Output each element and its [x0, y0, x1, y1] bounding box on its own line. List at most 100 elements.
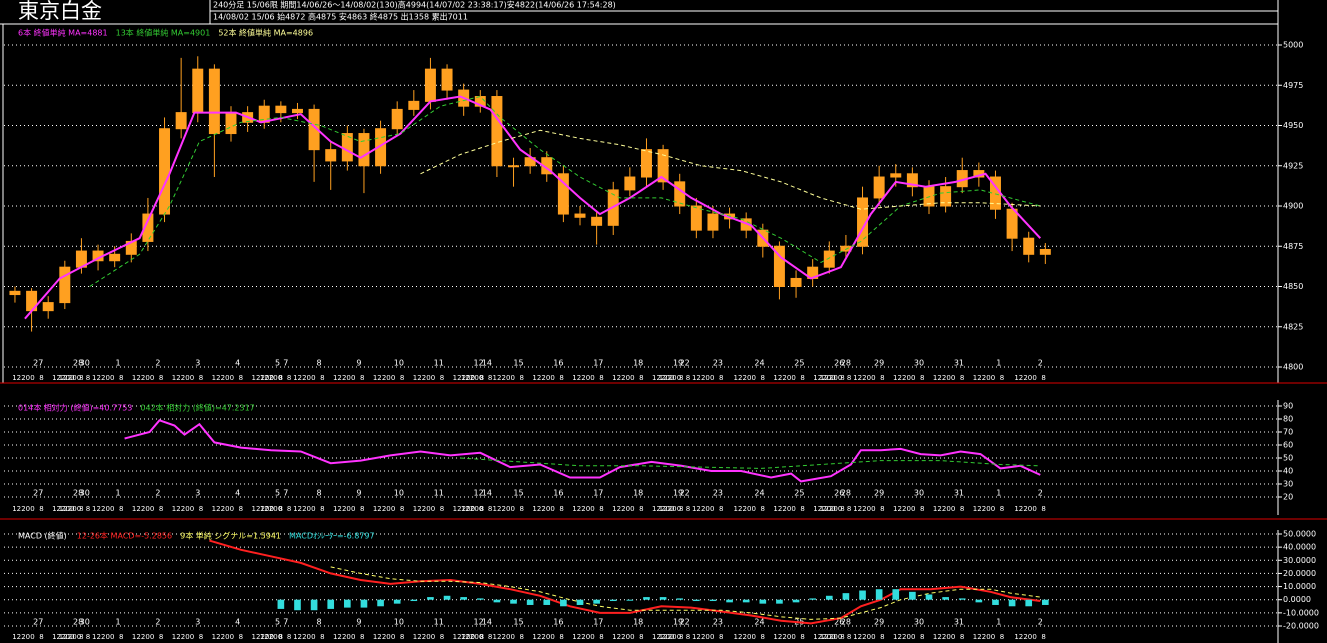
session-label: 0 [77, 374, 81, 382]
session-label: 0 [391, 374, 395, 382]
session-label: 20 [822, 374, 831, 382]
session-label: 12 [532, 633, 541, 641]
x-tick-label: 9 [356, 489, 361, 498]
session-label: 8 [320, 505, 324, 513]
x-tick-label: 4 [235, 618, 240, 627]
x-tick-label: 7 [283, 618, 288, 627]
session-label: 20 [470, 374, 479, 382]
session-label: 0 [471, 374, 475, 382]
session-label: 0 [511, 633, 515, 641]
session-label: 0 [550, 633, 554, 641]
session-label: 20 [1023, 633, 1032, 641]
histogram-bar [410, 599, 418, 602]
session-label: 20 [701, 505, 710, 513]
histogram-bar [277, 599, 285, 609]
session-label: 12 [733, 374, 742, 382]
legend-entry: 12-26本 MACD=-5.2856 [77, 531, 172, 541]
session-label: 12 [461, 633, 470, 641]
x-tick-label: 17 [593, 359, 603, 368]
session-label: 20 [21, 374, 30, 382]
session-label: 0 [1032, 633, 1036, 641]
session-label: 0 [190, 374, 194, 382]
x-tick-label: 8 [317, 618, 322, 627]
candle-body [42, 302, 54, 312]
legend-entry: MACDｵｼﾚｰﾀｰ=-6.8797 [289, 532, 375, 541]
session-label: 12 [973, 374, 982, 382]
x-tick-label: 4 [235, 489, 240, 498]
session-label: 20 [261, 505, 270, 513]
session-label: 8 [920, 505, 924, 513]
session-label: 20 [581, 505, 590, 513]
x-tick-label: 10 [394, 489, 404, 498]
session-label: 8 [840, 505, 844, 513]
candle-body [391, 108, 403, 130]
session-label: 12 [933, 374, 942, 382]
histogram-bar [726, 599, 733, 603]
session-label: 12 [853, 374, 862, 382]
session-label: 0 [871, 374, 875, 382]
histogram-bar [975, 599, 983, 603]
x-tick-label: 8 [317, 359, 322, 368]
series-line [330, 566, 1041, 620]
legend-entry: 13本 終値単純 MA=4901 [116, 28, 211, 38]
session-label: 0 [710, 374, 714, 382]
session-label: 12 [493, 374, 502, 382]
session-label: 20 [61, 374, 70, 382]
session-label: 12 [260, 505, 269, 513]
x-tick-label: 15 [513, 359, 523, 368]
session-label: 8 [760, 505, 764, 513]
y-tick-label: 0.0000 [1283, 595, 1311, 604]
session-label: 8 [79, 505, 83, 513]
session-label: 20 [261, 374, 270, 382]
candle-body [690, 205, 702, 231]
session-label: 20 [302, 374, 311, 382]
session-label: 12 [532, 374, 541, 382]
histogram-bar [892, 589, 900, 600]
series-line [124, 419, 1041, 483]
session-label: 0 [991, 505, 995, 513]
session-label: 8 [719, 374, 723, 382]
session-label: 0 [431, 633, 435, 641]
y-tick-label: 90 [1283, 402, 1293, 411]
histogram-bar [643, 597, 650, 600]
session-label: 8 [1000, 374, 1004, 382]
x-tick-label: 16 [553, 359, 563, 368]
session-label: 12 [893, 374, 902, 382]
session-label: 0 [30, 374, 34, 382]
session-label: 20 [942, 633, 951, 641]
x-tick-label: 22 [680, 359, 690, 368]
session-label: 20 [742, 633, 751, 641]
candle-body [657, 149, 669, 183]
session-label: 12 [659, 505, 668, 513]
candle-body [707, 213, 719, 231]
session-label: 20 [621, 633, 630, 641]
x-tick-label: 18 [633, 489, 643, 498]
session-label: 0 [30, 505, 34, 513]
session-label: 20 [422, 374, 431, 382]
y-tick-label: 80 [1283, 415, 1293, 424]
session-label: 8 [159, 633, 163, 641]
session-label: 12 [333, 505, 342, 513]
series-line [89, 95, 1041, 287]
session-label: 0 [230, 374, 234, 382]
session-label: 12 [973, 505, 982, 513]
x-tick-label: 16 [553, 489, 563, 498]
session-label: 20 [61, 633, 70, 641]
x-tick-label: 3 [195, 618, 200, 627]
session-label: 0 [311, 505, 315, 513]
session-label: 12 [132, 633, 141, 641]
x-tick-label: 2 [155, 359, 160, 368]
session-label: 20 [181, 505, 190, 513]
session-label: 20 [470, 633, 479, 641]
x-tick-label: 19 [673, 489, 683, 498]
x-tick-label: 26 [834, 489, 844, 498]
session-label: 8 [840, 633, 844, 641]
session-label: 20 [68, 505, 77, 513]
session-label: 8 [199, 374, 203, 382]
x-tick-label: 28 [841, 359, 851, 368]
session-label: 12 [572, 374, 581, 382]
session-label: 0 [871, 505, 875, 513]
session-label: 0 [278, 633, 282, 641]
session-label: 0 [479, 374, 483, 382]
histogram-bar [925, 594, 933, 600]
